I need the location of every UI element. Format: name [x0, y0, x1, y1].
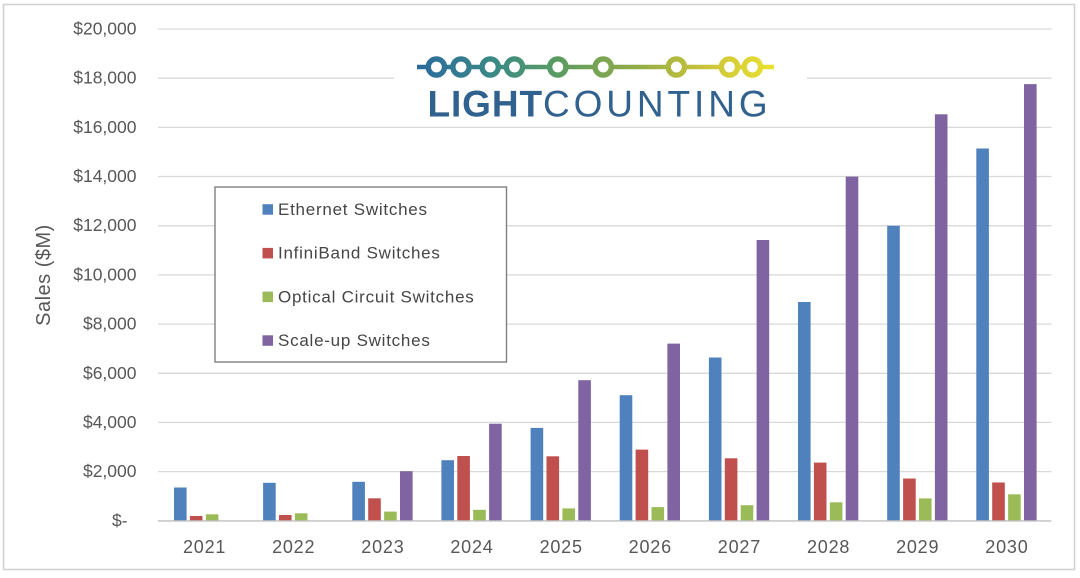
- svg-text:2023: 2023: [361, 537, 404, 557]
- svg-text:Sales ($M): Sales ($M): [33, 224, 55, 326]
- svg-text:$4,000: $4,000: [83, 412, 137, 432]
- svg-text:LIGHTCOUNTING: LIGHTCOUNTING: [428, 84, 772, 125]
- svg-text:$2,000: $2,000: [83, 461, 137, 481]
- svg-text:$14,000: $14,000: [73, 166, 137, 186]
- svg-text:Ethernet Switches: Ethernet Switches: [278, 200, 428, 219]
- svg-text:2028: 2028: [807, 537, 850, 557]
- svg-text:InfiniBand Switches: InfiniBand Switches: [278, 244, 441, 263]
- svg-text:$10,000: $10,000: [73, 264, 137, 284]
- svg-text:$20,000: $20,000: [73, 19, 137, 39]
- svg-text:2027: 2027: [718, 537, 761, 557]
- svg-text:2029: 2029: [896, 537, 939, 557]
- svg-text:$12,000: $12,000: [73, 215, 137, 235]
- svg-text:2025: 2025: [540, 537, 583, 557]
- svg-text:2024: 2024: [450, 537, 493, 557]
- svg-text:2030: 2030: [985, 537, 1028, 557]
- svg-text:Scale-up Switches: Scale-up Switches: [278, 331, 431, 350]
- svg-text:$18,000: $18,000: [73, 68, 137, 88]
- svg-text:2021: 2021: [183, 537, 226, 557]
- svg-text:$8,000: $8,000: [83, 314, 137, 334]
- svg-text:$-: $-: [112, 510, 128, 530]
- svg-text:Optical Circuit Switches: Optical Circuit Switches: [278, 287, 475, 306]
- svg-text:2026: 2026: [629, 537, 672, 557]
- svg-text:2022: 2022: [272, 537, 315, 557]
- svg-text:$16,000: $16,000: [73, 117, 137, 137]
- svg-text:$6,000: $6,000: [83, 363, 137, 383]
